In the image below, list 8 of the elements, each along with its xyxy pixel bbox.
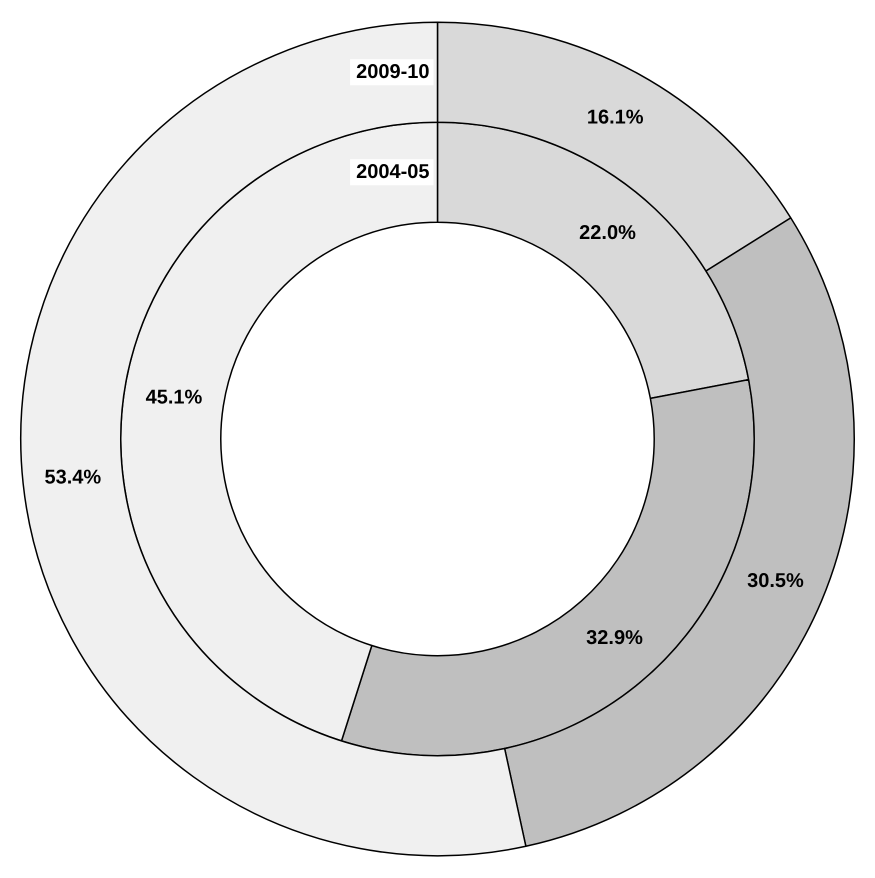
data-label: 45.1% <box>146 386 202 409</box>
data-label: 16.1% <box>586 106 644 129</box>
data-label: 22.0% <box>579 222 636 244</box>
data-label: 30.5% <box>747 570 804 592</box>
data-label: 32.9% <box>586 627 644 650</box>
data-label: 53.4% <box>44 466 102 489</box>
slice-label: 2009-10 <box>356 60 430 83</box>
slice-label: 2004-05 <box>356 160 430 183</box>
